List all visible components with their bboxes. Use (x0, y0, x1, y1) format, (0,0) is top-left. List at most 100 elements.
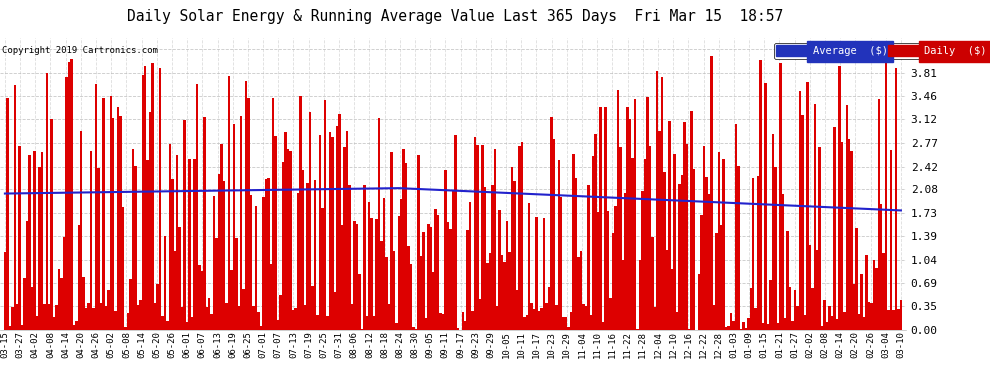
Bar (481, 145, 484, 330)
Bar (363, 185, 365, 330)
Text: Daily Solar Energy & Running Average Value Last 365 Days  Fri Mar 15  18:57: Daily Solar Energy & Running Average Val… (128, 9, 783, 24)
Bar (730, 313, 733, 330)
Bar (718, 152, 720, 330)
Bar (151, 63, 153, 330)
Bar (383, 198, 385, 330)
Bar (855, 228, 858, 330)
Bar (262, 197, 264, 330)
Bar (385, 257, 388, 330)
Bar (789, 287, 791, 330)
Bar (454, 135, 456, 330)
Bar (781, 194, 784, 330)
Bar (259, 326, 262, 330)
Bar (585, 306, 587, 330)
Bar (410, 264, 412, 330)
Bar (355, 224, 358, 330)
Bar (862, 317, 865, 330)
Bar (733, 321, 735, 330)
Bar (240, 116, 243, 330)
Bar (11, 307, 14, 330)
Bar (604, 107, 607, 330)
Bar (580, 251, 582, 330)
Bar (489, 253, 491, 330)
Bar (461, 312, 464, 330)
Bar (688, 329, 690, 330)
Bar (449, 228, 451, 330)
Bar (435, 209, 437, 330)
Bar (425, 318, 427, 330)
Bar (370, 218, 373, 330)
Bar (826, 322, 829, 330)
Bar (673, 154, 676, 330)
Bar (747, 318, 749, 330)
Bar (624, 193, 627, 330)
Bar (570, 312, 572, 330)
Bar (680, 175, 683, 330)
Bar (690, 111, 693, 330)
Legend: Average  ($), Daily  ($): Average ($), Daily ($) (774, 43, 989, 59)
Bar (55, 305, 57, 330)
Bar (843, 312, 845, 330)
Bar (445, 170, 446, 330)
Bar (243, 288, 245, 330)
Bar (794, 290, 796, 330)
Bar (771, 134, 774, 330)
Text: Copyright 2019 Cartronics.com: Copyright 2019 Cartronics.com (2, 46, 157, 55)
Bar (536, 217, 538, 330)
Bar (663, 172, 666, 330)
Bar (24, 278, 26, 330)
Bar (446, 222, 449, 330)
Bar (213, 196, 216, 330)
Bar (545, 303, 547, 330)
Bar (294, 308, 297, 330)
Bar (555, 304, 557, 330)
Bar (105, 306, 107, 330)
Bar (360, 329, 363, 330)
Bar (264, 179, 267, 330)
Bar (666, 250, 668, 330)
Bar (176, 155, 178, 330)
Bar (375, 219, 378, 330)
Bar (834, 127, 836, 330)
Bar (144, 66, 147, 330)
Bar (609, 298, 612, 330)
Bar (188, 159, 191, 330)
Bar (193, 159, 196, 330)
Bar (277, 320, 279, 330)
Bar (115, 311, 117, 330)
Bar (486, 262, 489, 330)
Bar (713, 305, 715, 330)
Bar (848, 139, 850, 330)
Bar (173, 251, 176, 330)
Bar (511, 167, 513, 330)
Bar (60, 278, 62, 330)
Bar (168, 144, 171, 330)
Bar (358, 274, 360, 330)
Bar (393, 251, 395, 330)
Bar (668, 121, 671, 330)
Bar (432, 272, 435, 330)
Bar (417, 155, 420, 330)
Bar (752, 178, 754, 330)
Bar (415, 329, 417, 330)
Bar (892, 310, 895, 330)
Bar (309, 112, 312, 330)
Bar (607, 211, 609, 330)
Bar (521, 142, 523, 330)
Bar (841, 142, 843, 330)
Bar (676, 312, 678, 330)
Bar (50, 118, 52, 330)
Bar (754, 308, 757, 330)
Bar (130, 279, 132, 330)
Bar (57, 270, 60, 330)
Bar (589, 315, 592, 330)
Bar (67, 62, 70, 330)
Bar (304, 305, 307, 330)
Bar (440, 313, 442, 330)
Bar (95, 84, 97, 330)
Bar (740, 329, 742, 330)
Bar (658, 131, 661, 330)
Bar (314, 180, 317, 330)
Bar (233, 124, 235, 330)
Bar (749, 288, 752, 330)
